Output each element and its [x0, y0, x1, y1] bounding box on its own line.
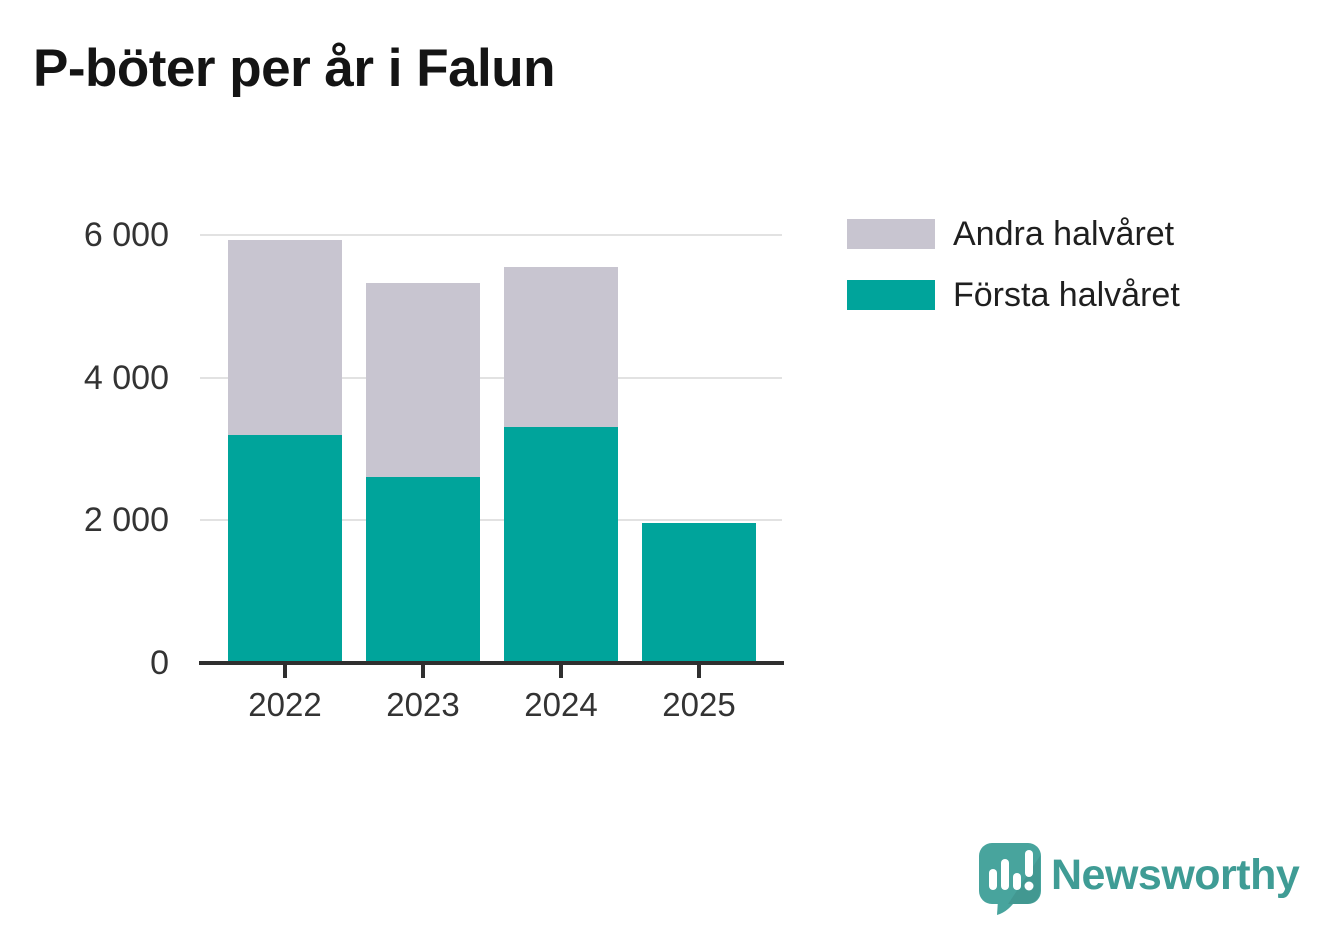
x-axis-tick-label: 2023 [386, 686, 460, 723]
bar-segment-andra-halv-ret [504, 267, 618, 427]
y-axis-tick-label: 4 000 [83, 358, 169, 397]
gridline [200, 234, 782, 236]
gridline [200, 519, 782, 522]
legend-label: Andra halvåret [953, 215, 1175, 253]
newsworthy-logo-icon [979, 843, 1041, 915]
bar-segment-f-rsta-halv-ret [228, 434, 342, 663]
bar-segment-f-rsta-halv-ret [366, 476, 480, 663]
x-axis-tick-label: 2024 [524, 686, 598, 723]
x-axis-tick [283, 665, 287, 678]
legend-swatch [847, 280, 935, 310]
legend: Andra halvåret Första halvåret [847, 217, 1180, 312]
x-axis-tick-label: 2025 [662, 686, 736, 723]
chart-title: P-böter per år i Falun [33, 39, 556, 98]
y-axis-tick-label: 0 [150, 644, 169, 682]
gridline [200, 376, 782, 379]
brand-wordmark: Newsworthy [1051, 850, 1300, 899]
bar-segment-f-rsta-halv-ret [642, 523, 756, 663]
bar-segment-andra-halv-ret [366, 282, 480, 477]
legend-swatch [847, 219, 935, 249]
legend-item: Första halvåret [847, 278, 1180, 312]
y-axis-tick-label: 6 000 [83, 216, 169, 254]
x-axis-tick [421, 665, 425, 678]
x-axis-tick-label: 2022 [248, 686, 322, 723]
branding: Newsworthy [978, 842, 1300, 916]
bar-segment-andra-halv-ret [228, 239, 342, 435]
y-axis-tick-label: 2 000 [83, 501, 169, 540]
bar-segment-f-rsta-halv-ret [504, 426, 618, 663]
x-axis-tick [559, 665, 563, 678]
legend-label: Första halvåret [953, 276, 1180, 314]
x-axis-line [199, 661, 784, 665]
x-axis-tick [697, 665, 701, 678]
legend-item: Andra halvåret [847, 217, 1180, 251]
